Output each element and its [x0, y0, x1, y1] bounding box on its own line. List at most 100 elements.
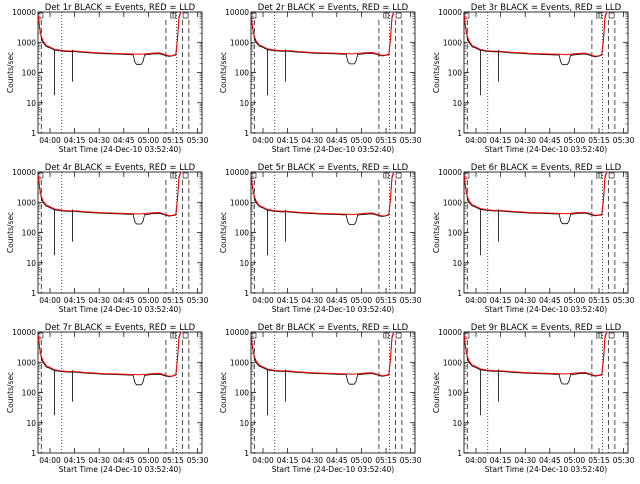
y-tick-label: 10: [26, 99, 36, 108]
event-marker-box: [170, 12, 177, 19]
x-tick-label: 05:00: [351, 456, 373, 465]
x-tick-label: 04:30: [88, 296, 110, 305]
y-tick-label: 1000: [17, 358, 36, 367]
y-tick-label: 10: [452, 99, 462, 108]
chart-title: Det 4r BLACK = Events, RED = LLD: [45, 163, 196, 173]
x-tick-label: 04:00: [465, 456, 487, 465]
series-lld-line: [463, 11, 608, 57]
y-tick-label: 10000: [438, 168, 462, 177]
y-tick-label: 1000: [443, 38, 462, 47]
x-tick-label: 05:30: [400, 456, 422, 465]
y-tick-label: 1000: [17, 198, 36, 207]
y-tick-label: 10000: [225, 168, 249, 177]
plot-frame: [463, 11, 629, 134]
y-tick-label: 10: [239, 419, 249, 428]
event-marker-box: [596, 332, 603, 339]
x-tick-label: 05:15: [375, 296, 397, 305]
x-tick-label: 04:45: [326, 136, 348, 145]
chart-title: Det 1r BLACK = Events, RED = LLD: [45, 3, 196, 13]
x-tick-label: 05:30: [613, 456, 635, 465]
chart-title: Det 6r BLACK = Events, RED = LLD: [471, 163, 622, 173]
series-lld-line: [37, 11, 182, 57]
x-tick-label: 04:15: [277, 136, 299, 145]
event-marker-box: [395, 12, 402, 19]
y-axis-label: Counts/sec: [432, 212, 441, 253]
x-tick-label: 04:00: [252, 136, 274, 145]
y-tick-label: 10000: [225, 328, 249, 337]
series-lld-line: [463, 331, 608, 377]
x-tick-label: 04:45: [113, 456, 135, 465]
x-tick-label: 05:00: [564, 136, 586, 145]
plot-frame: [37, 171, 203, 294]
chart-panel-1: Det 1r BLACK = Events, RED = LLD 1 10 100 10…: [6, 3, 209, 154]
x-tick-label: 05:15: [375, 136, 397, 145]
x-tick-label: 04:45: [539, 296, 561, 305]
y-tick-label: 10000: [12, 328, 36, 337]
event-marker-box: [383, 332, 390, 339]
series-lld-line: [37, 171, 182, 217]
x-tick-label: 05:30: [400, 296, 422, 305]
x-tick-label: 04:30: [514, 296, 536, 305]
x-tick-label: 04:45: [326, 456, 348, 465]
chart-panel-6: Det 6r BLACK = Events, RED = LLD 1 10 100 10…: [432, 163, 635, 314]
x-tick-label: 04:15: [490, 136, 512, 145]
y-tick-label: 10: [26, 419, 36, 428]
event-marker-box: [182, 12, 189, 19]
series-lld-line: [250, 331, 395, 377]
x-tick-label: 04:30: [514, 456, 536, 465]
x-tick-label: 05:15: [375, 456, 397, 465]
chart-title: Det 5r BLACK = Events, RED = LLD: [258, 163, 409, 173]
series-lld-line: [250, 11, 395, 56]
x-tick-label: 05:15: [588, 456, 610, 465]
event-marker-box: [170, 332, 177, 339]
y-tick-label: 10000: [12, 8, 36, 17]
x-axis-label: Start Time (24-Dec-10 03:52:40): [59, 305, 181, 314]
y-tick-label: 10: [452, 419, 462, 428]
series-events-line: [37, 172, 182, 225]
event-marker-box: [182, 172, 189, 179]
y-axis-label: Counts/sec: [219, 52, 228, 93]
series-events-line: [37, 12, 182, 65]
y-tick-label: 100: [22, 69, 37, 78]
x-axis-label: Start Time (24-Dec-10 03:52:40): [272, 145, 394, 154]
y-tick-label: 1: [244, 449, 249, 458]
x-tick-label: 04:00: [465, 136, 487, 145]
event-marker-box: [383, 172, 390, 179]
x-tick-label: 04:30: [88, 136, 110, 145]
y-axis-label: Counts/sec: [432, 52, 441, 93]
chart-panel-3: Det 3r BLACK = Events, RED = LLD 1 10 100 10…: [432, 3, 635, 154]
y-tick-label: 100: [448, 389, 463, 398]
x-tick-label: 05:00: [138, 136, 160, 145]
chart-panel-2: Det 2r BLACK = Events, RED = LLD 1 10 100 10…: [219, 3, 422, 154]
x-tick-label: 04:30: [514, 136, 536, 145]
x-tick-label: 04:15: [64, 136, 86, 145]
event-marker-box: [608, 172, 615, 179]
chart-title: Det 2r BLACK = Events, RED = LLD: [258, 3, 409, 13]
x-tick-label: 04:45: [113, 296, 135, 305]
plot-frame: [250, 11, 416, 134]
y-tick-label: 10000: [225, 8, 249, 17]
y-tick-label: 100: [22, 229, 37, 238]
y-tick-label: 10: [26, 259, 36, 268]
y-tick-label: 1: [457, 289, 462, 298]
event-marker-box: [596, 172, 603, 179]
y-tick-label: 10: [239, 259, 249, 268]
x-tick-label: 04:00: [252, 296, 274, 305]
x-tick-label: 04:00: [39, 456, 61, 465]
x-tick-label: 04:15: [277, 296, 299, 305]
y-tick-label: 10: [452, 259, 462, 268]
y-tick-label: 100: [448, 229, 463, 238]
chart-panel-8: Det 8r BLACK = Events, RED = LLD 1 10 100 10…: [219, 323, 422, 474]
series-lld-line: [37, 331, 182, 377]
series-events-line: [250, 172, 395, 225]
event-marker-box: [608, 12, 615, 19]
x-tick-label: 05:30: [613, 296, 635, 305]
x-tick-label: 04:15: [64, 296, 86, 305]
x-tick-label: 05:15: [162, 136, 184, 145]
x-tick-label: 05:30: [613, 136, 635, 145]
x-axis-label: Start Time (24-Dec-10 03:52:40): [485, 305, 607, 314]
x-tick-label: 04:45: [539, 136, 561, 145]
x-tick-label: 04:30: [88, 456, 110, 465]
y-axis-label: Counts/sec: [219, 372, 228, 413]
